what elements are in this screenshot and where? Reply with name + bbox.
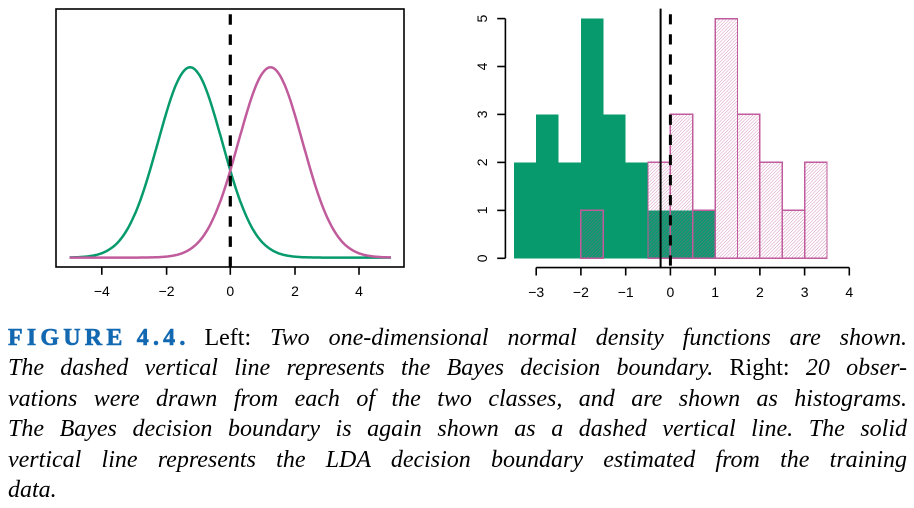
- svg-text:−3: −3: [528, 284, 544, 300]
- svg-text:2: 2: [756, 284, 764, 300]
- svg-text:0: 0: [474, 254, 490, 262]
- svg-text:4: 4: [845, 284, 853, 300]
- svg-text:1: 1: [474, 206, 490, 214]
- svg-text:−2: −2: [573, 284, 589, 300]
- svg-text:3: 3: [474, 110, 490, 118]
- svg-text:5: 5: [474, 14, 490, 22]
- svg-text:0: 0: [226, 283, 234, 299]
- svg-text:4: 4: [474, 62, 490, 70]
- svg-text:0: 0: [667, 284, 675, 300]
- svg-text:3: 3: [801, 284, 809, 300]
- svg-text:4: 4: [355, 283, 363, 299]
- svg-text:−1: −1: [618, 284, 634, 300]
- svg-text:−4: −4: [94, 283, 110, 299]
- svg-text:2: 2: [291, 283, 299, 299]
- svg-text:1: 1: [711, 284, 719, 300]
- svg-text:2: 2: [474, 158, 490, 166]
- svg-text:−2: −2: [159, 283, 175, 299]
